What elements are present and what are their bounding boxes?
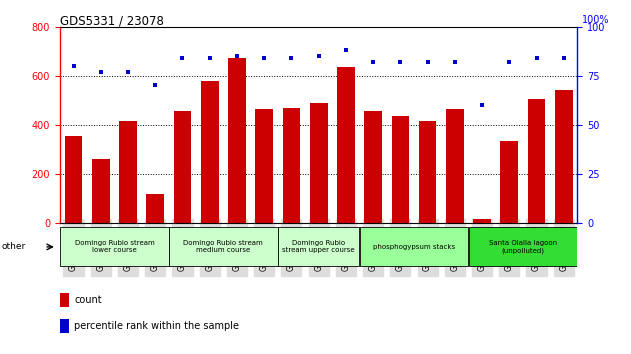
Point xyxy=(259,55,269,61)
Text: count: count xyxy=(74,295,102,305)
Bar xyxy=(169,227,278,267)
Point xyxy=(531,55,541,61)
Bar xyxy=(228,58,246,223)
Point xyxy=(450,59,460,65)
Point xyxy=(477,102,487,108)
Text: phosphogypsum stacks: phosphogypsum stacks xyxy=(373,244,455,250)
Point xyxy=(286,55,297,61)
Text: Domingo Rubio
stream upper course: Domingo Rubio stream upper course xyxy=(282,240,355,253)
Point xyxy=(341,47,351,53)
Bar xyxy=(310,103,327,223)
Bar xyxy=(283,108,300,223)
Bar xyxy=(360,227,468,267)
Bar xyxy=(473,219,491,223)
Point xyxy=(368,59,378,65)
Text: 100%: 100% xyxy=(582,15,609,25)
Bar xyxy=(65,136,83,223)
Text: GDS5331 / 23078: GDS5331 / 23078 xyxy=(60,14,164,27)
Bar xyxy=(174,111,191,223)
Bar xyxy=(146,194,164,223)
Point xyxy=(558,55,569,61)
Point xyxy=(69,63,79,69)
Point xyxy=(232,53,242,59)
Bar xyxy=(446,109,464,223)
Bar xyxy=(256,109,273,223)
Point xyxy=(204,55,215,61)
Point xyxy=(395,59,405,65)
Text: percentile rank within the sample: percentile rank within the sample xyxy=(74,321,239,331)
Bar xyxy=(92,159,110,223)
Bar xyxy=(528,99,545,223)
Bar xyxy=(278,227,359,267)
Bar xyxy=(60,293,69,307)
Bar xyxy=(555,90,572,223)
Point xyxy=(423,59,433,65)
Bar xyxy=(469,227,577,267)
Text: Domingo Rubio stream
lower course: Domingo Rubio stream lower course xyxy=(74,240,155,253)
Point xyxy=(504,59,514,65)
Text: Domingo Rubio stream
medium course: Domingo Rubio stream medium course xyxy=(184,240,263,253)
Point xyxy=(96,69,106,75)
Text: other: other xyxy=(1,242,25,251)
Bar xyxy=(119,121,137,223)
Bar xyxy=(201,81,218,223)
Bar xyxy=(391,116,409,223)
Text: Santa Olalla lagoon
(unpolluted): Santa Olalla lagoon (unpolluted) xyxy=(489,240,557,254)
Bar xyxy=(337,67,355,223)
Bar xyxy=(60,227,168,267)
Point xyxy=(177,55,187,61)
Point xyxy=(150,82,160,88)
Point xyxy=(314,53,324,59)
Bar xyxy=(60,319,69,333)
Bar xyxy=(419,121,437,223)
Bar xyxy=(364,111,382,223)
Point xyxy=(123,69,133,75)
Bar xyxy=(500,141,518,223)
